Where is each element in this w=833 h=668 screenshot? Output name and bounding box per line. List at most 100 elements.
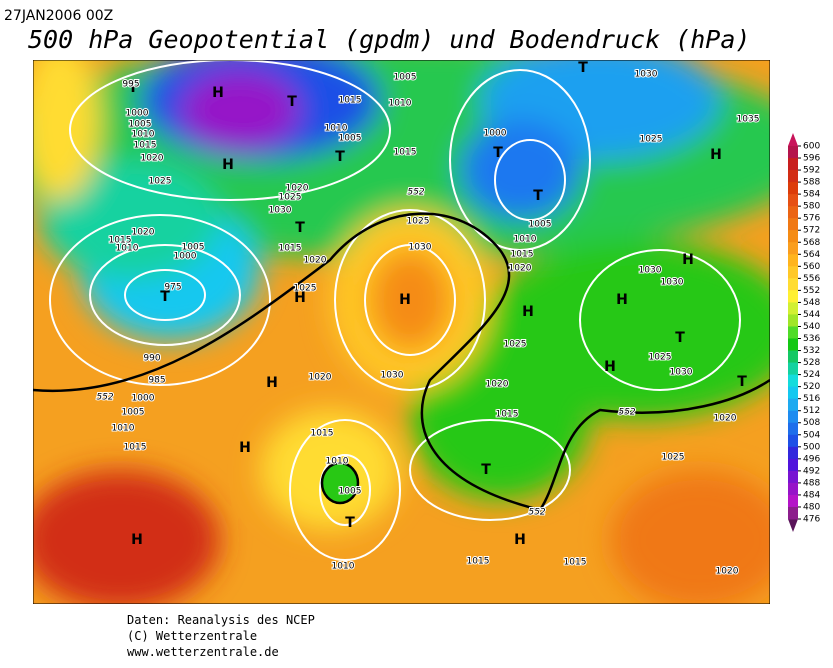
contour-label: 1010 bbox=[389, 99, 412, 109]
map bbox=[33, 60, 770, 604]
colorbar-bin bbox=[788, 194, 798, 207]
contour-label: 1010 bbox=[332, 562, 355, 572]
pressure-center: H bbox=[212, 85, 224, 101]
colorbar-label: 484 bbox=[803, 490, 820, 500]
colorbar-label: 508 bbox=[803, 418, 820, 428]
colorbar-label: 564 bbox=[803, 250, 820, 260]
pressure-center: T bbox=[345, 515, 355, 531]
contour-label: 1015 bbox=[564, 558, 587, 568]
colorbar-bin bbox=[788, 494, 798, 508]
contour-label: 1020 bbox=[304, 256, 327, 266]
contour-label: 1020 bbox=[309, 373, 332, 383]
pressure-center: H bbox=[294, 290, 306, 306]
colorbar-label: 496 bbox=[803, 454, 820, 464]
contour-label: 1010 bbox=[325, 124, 348, 134]
contour-label: 1030 bbox=[670, 368, 693, 378]
contour-label: 995 bbox=[122, 80, 139, 90]
contour-label: 1020 bbox=[716, 567, 739, 577]
colorbar-bin bbox=[788, 434, 798, 448]
pressure-center: H bbox=[222, 157, 234, 173]
contour-label: 1025 bbox=[640, 135, 663, 145]
contour-label: 552 bbox=[96, 393, 113, 403]
contour-label: 1025 bbox=[649, 353, 672, 363]
contour-label: 1030 bbox=[381, 371, 404, 381]
contour-label: 1010 bbox=[116, 244, 139, 254]
colorbar-bin bbox=[788, 458, 798, 472]
colorbar-bin bbox=[788, 170, 798, 183]
contour-label: 1010 bbox=[112, 424, 135, 434]
pressure-center: H bbox=[682, 252, 694, 268]
colorbar-label: 544 bbox=[803, 310, 820, 320]
contour-label: 1005 bbox=[529, 220, 552, 230]
pressure-center: H bbox=[710, 147, 722, 163]
contour-label: 1005 bbox=[394, 73, 417, 83]
contour-label: 975 bbox=[164, 283, 181, 293]
colorbar-label: 536 bbox=[803, 334, 820, 344]
footer-line: (C) Wetterzentrale bbox=[127, 629, 257, 643]
contour-label: 1025 bbox=[294, 284, 317, 294]
title: 500 hPa Geopotential (gpdm) und Bodendru… bbox=[28, 25, 750, 54]
colorbar-bin bbox=[788, 254, 798, 267]
contour-label: 1005 bbox=[339, 134, 362, 144]
colorbar-label: 528 bbox=[803, 358, 820, 368]
colorbar-bin bbox=[788, 278, 798, 291]
colorbar-bin bbox=[788, 410, 798, 424]
colorbar-label: 576 bbox=[803, 214, 820, 224]
colorbar-label: 584 bbox=[803, 190, 820, 200]
colorbar-label: 568 bbox=[803, 238, 820, 248]
contour-label: 1025 bbox=[407, 217, 430, 227]
pressure-center: T bbox=[578, 60, 588, 76]
contour-label: 552 bbox=[528, 508, 545, 518]
colorbar-bin bbox=[788, 446, 798, 460]
contour-label: 1035 bbox=[737, 115, 760, 125]
colorbar-bin bbox=[788, 290, 798, 303]
colorbar-label: 588 bbox=[803, 178, 820, 188]
colorbar-label: 500 bbox=[803, 442, 820, 452]
colorbar-bin bbox=[788, 338, 798, 352]
contour-label: 1015 bbox=[109, 236, 132, 246]
contour-label: 552 bbox=[407, 188, 424, 198]
colorbar-label: 548 bbox=[803, 298, 820, 308]
pressure-center: T bbox=[481, 462, 491, 478]
contour-label: 985 bbox=[148, 376, 165, 386]
contour-label: 1030 bbox=[269, 206, 292, 216]
contour-label: 1010 bbox=[132, 130, 155, 140]
colorbar-label: 596 bbox=[803, 154, 820, 164]
pressure-center: H bbox=[239, 440, 251, 456]
colorbar-bin bbox=[788, 146, 798, 159]
contour-label: 1020 bbox=[286, 184, 309, 194]
contour-label: 1020 bbox=[486, 380, 509, 390]
colorbar-label: 524 bbox=[803, 370, 820, 380]
colorbar-bin bbox=[788, 362, 798, 376]
pressure-center: H bbox=[399, 292, 411, 308]
contour-label: 1015 bbox=[339, 96, 362, 106]
colorbar-label: 592 bbox=[803, 166, 820, 176]
colorbar-bin bbox=[788, 314, 798, 327]
colorbar-bin bbox=[788, 302, 798, 315]
colorbar-label: 556 bbox=[803, 274, 820, 284]
colorbar-bin bbox=[788, 326, 798, 340]
contour-label: 1030 bbox=[661, 278, 684, 288]
colorbar-label: 532 bbox=[803, 346, 820, 356]
colorbar-bin bbox=[788, 350, 798, 364]
colorbar-label: 540 bbox=[803, 322, 820, 332]
contour-label: 990 bbox=[143, 354, 160, 364]
colorbar-label: 480 bbox=[803, 502, 820, 512]
contour-label: 1000 bbox=[132, 394, 155, 404]
colorbar-bin bbox=[788, 482, 798, 496]
contour-label: 1015 bbox=[496, 410, 519, 420]
footer-line: Daten: Reanalysis des NCEP bbox=[127, 613, 315, 627]
pressure-center: H bbox=[522, 304, 534, 320]
colorbar-bin bbox=[788, 182, 798, 195]
contour-label: 1015 bbox=[467, 557, 490, 567]
contour-label: 1000 bbox=[126, 109, 149, 119]
contour-label: 1015 bbox=[311, 429, 334, 439]
pressure-center: T bbox=[160, 289, 170, 305]
contour-label: 1005 bbox=[339, 487, 362, 497]
colorbar-bin bbox=[788, 374, 798, 388]
contour-label: 1020 bbox=[714, 414, 737, 424]
contour-label: 552 bbox=[618, 408, 635, 418]
colorbar-label: 512 bbox=[803, 406, 820, 416]
colorbar-label: 516 bbox=[803, 394, 820, 404]
